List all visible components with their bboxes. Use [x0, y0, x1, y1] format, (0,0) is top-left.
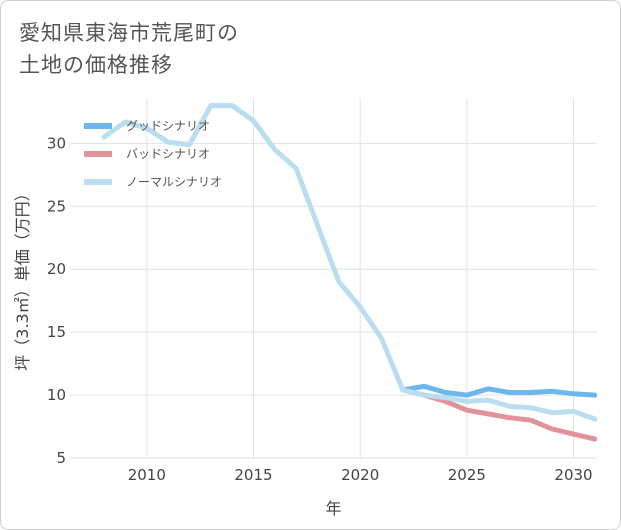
y-tick-label: 15 [47, 323, 66, 341]
x-tick-label: 2025 [448, 466, 486, 484]
y-tick-label: 30 [47, 134, 66, 152]
series-line-3 [101, 103, 597, 422]
series-lines [101, 103, 597, 442]
x-axis-label: 年 [325, 499, 341, 518]
x-axis-ticks: 2010 2015 2020 2025 2030 [128, 466, 593, 484]
y-tick-label: 20 [47, 260, 66, 278]
legend-label[interactable]: ノーマルシナリオ [126, 175, 222, 189]
x-tick-label: 2030 [554, 466, 592, 484]
plot-area [70, 98, 597, 458]
x-tick-label: 2020 [341, 466, 379, 484]
legend-label[interactable]: バッドシナリオ [126, 147, 210, 161]
y-tick-label: 5 [56, 449, 66, 467]
chart-title: 愛知県東海市荒尾町の 土地の価格推移 [19, 21, 239, 77]
x-tick-label: 2015 [234, 466, 272, 484]
y-tick-label: 25 [47, 197, 66, 215]
x-tick-label: 2010 [128, 466, 166, 484]
y-tick-label: 10 [47, 386, 66, 404]
y-axis-label: 坪（3.3㎡）単価（万円） [13, 185, 32, 370]
legend-label[interactable]: グッドシナリオ [126, 119, 210, 133]
series-line-1 [400, 383, 597, 398]
y-axis-ticks: 5 10 15 20 25 30 [47, 134, 66, 467]
